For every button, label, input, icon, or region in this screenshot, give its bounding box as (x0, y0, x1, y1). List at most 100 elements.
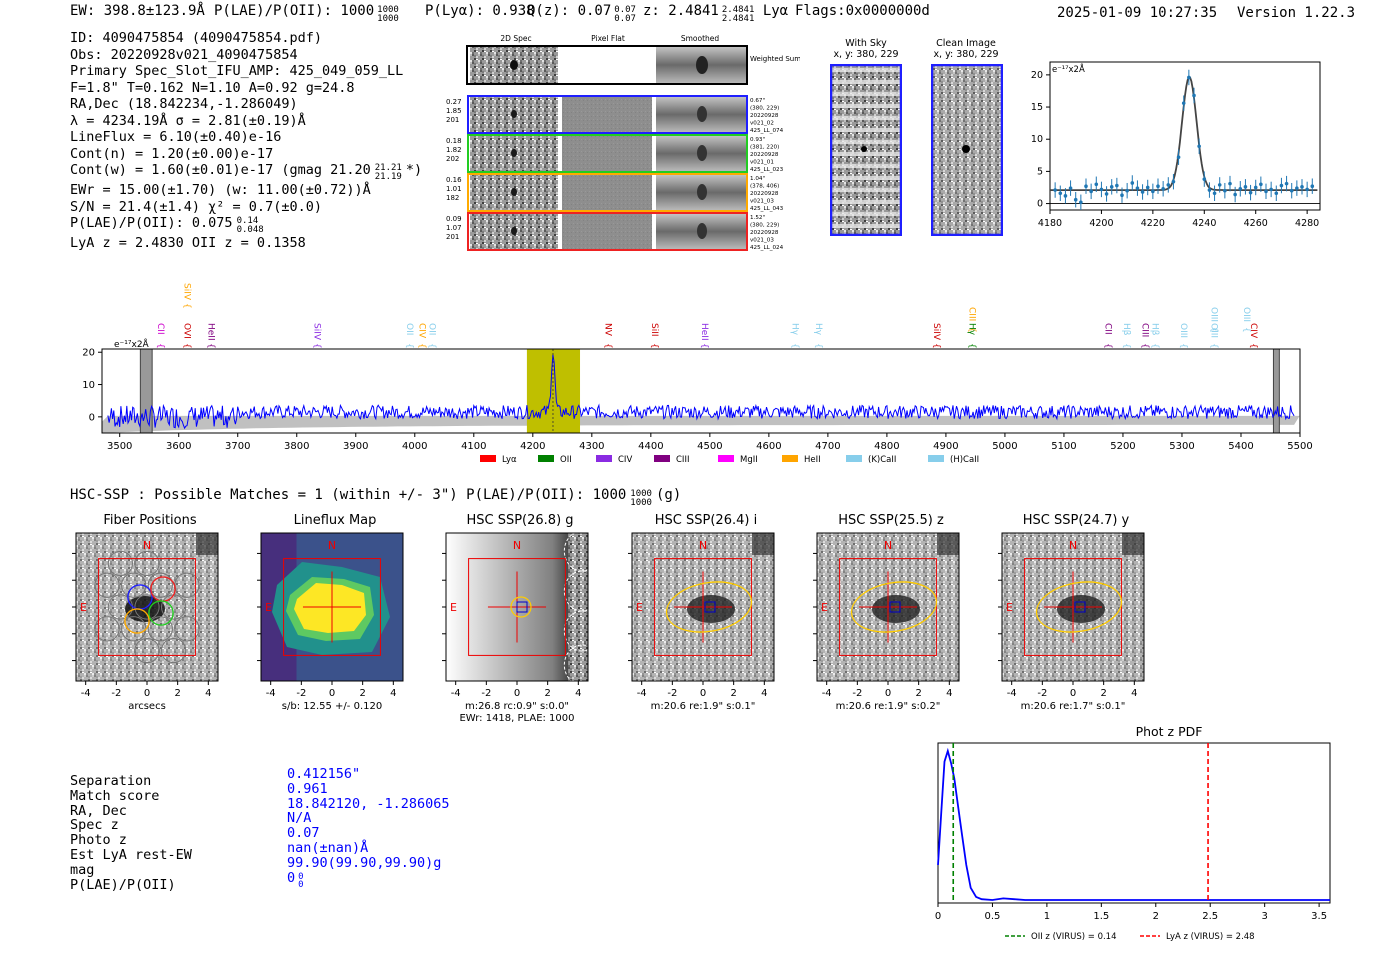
header-plya: P(Lyα): 0.938 (425, 3, 535, 19)
panel-image: NE-4-4-2-2002244arcsecs (72, 532, 219, 712)
spectrum-line-marker-label: OVI (182, 323, 192, 339)
spectrum-legend-swatch (782, 455, 798, 462)
info-line-sn: S/N = 21.4(±1.4) χ² = 0.7(±0.0) (70, 198, 322, 215)
spectrum-ytick-label: 20 (82, 348, 95, 359)
fit-data-point (1269, 187, 1273, 192)
panel-xtick-label: -4 (637, 688, 647, 699)
fit-data-point (1145, 185, 1150, 190)
spectrum-line-marker: CII { (155, 323, 165, 349)
spectrum-line-marker: CIV { (417, 323, 427, 349)
weighted-sum-label: Weighted Sum (750, 55, 800, 63)
pdf-xtick-label: 0.5 (984, 911, 1000, 922)
galaxy-blob (687, 595, 735, 623)
panel-title: HSC SSP(25.5) z (838, 513, 944, 528)
fit-data-point (1109, 185, 1114, 189)
fit-xtick-label: 4200 (1089, 218, 1113, 229)
header-ew: EW: 398.8±123.9Å (70, 3, 205, 19)
fit-data-point (1212, 191, 1217, 196)
panel-title: Lineflux Map (293, 513, 377, 528)
north-label: N (884, 539, 892, 552)
match-label: Est LyA rest-EW (70, 846, 192, 863)
spectrum-line-marker-label: SiIV (931, 323, 941, 341)
panel-image: NE-4-4-2-2002244m:20.6 re:1.9" s:0.2" (813, 532, 960, 712)
fit-ytick-label: 15 (1031, 102, 1043, 113)
panel-caption: m:20.6 re:1.9" s:0.1" (651, 701, 756, 712)
photz-pdf-chart: Phot z PDF 0 0.5 1 1.5 2 2.5 3 3.5 OII z (VIRUS) … (935, 724, 1331, 942)
fit-xtick-label: 4240 (1192, 218, 1216, 229)
cutout-source-blob (511, 188, 517, 196)
spectrum-line-marker-label: Hβ (1121, 323, 1131, 336)
spectrum-line-marker-brace: { (1121, 343, 1131, 349)
spectrum-line-marker: CIV { (1248, 323, 1258, 349)
panel-xtick-label: -2 (667, 688, 677, 699)
fiber-circle (134, 550, 160, 577)
panel-title: HSC SSP(26.8) g (466, 513, 574, 528)
panel-image: NE-4-4-2-2002244s/b: 12.55 +/- 0.120 (257, 532, 404, 712)
match-value: nan(±nan)Å (287, 839, 369, 856)
cutout-row-stat: 0.18 (446, 137, 462, 145)
spectrum-line-marker: OVI { (182, 323, 192, 349)
panel-title: HSC SSP(24.7) y (1022, 513, 1130, 528)
spectrum-line-marker-label: OII (427, 323, 437, 335)
spectrum-line-marker-brace: { (182, 343, 192, 349)
fit-ytick-label: 10 (1031, 134, 1043, 145)
clean-image-title: Clean Image x, y: 380, 229 (933, 38, 999, 60)
fit-axes-frame (1049, 61, 1321, 211)
sky-stripe (830, 104, 902, 108)
spectrum-line-marker: Hγ { (790, 323, 800, 349)
match-value: 99.90(99.90,99.90)g (287, 854, 442, 871)
spectrum-line-marker-label: OIII (1209, 307, 1219, 322)
fiber-circle-orange (124, 608, 150, 634)
cutout-row-stat: 201 (446, 116, 459, 124)
cutout-row-meta: 1.52" (750, 215, 765, 221)
spectrum-line-marker: OIII { (1241, 307, 1251, 333)
cutout-row-meta: v021_02 (750, 121, 774, 127)
spectrum-xtick-label: 4600 (756, 441, 781, 452)
east-label: E (80, 601, 87, 614)
fit-data-point (1274, 191, 1279, 196)
spectrum-line-marker-brace: { (967, 343, 977, 349)
corner-dark (196, 533, 218, 555)
fiber-circle (134, 594, 160, 620)
panel-title: Fiber Positions (103, 513, 197, 528)
source-box (1074, 601, 1086, 613)
panel-xtick-label: 2 (1100, 688, 1106, 699)
spectrum-line-marker-label: CII (155, 323, 165, 335)
spectrum-legend-swatch (480, 455, 496, 462)
fit-data-point (1207, 188, 1212, 192)
panel-caption: s/b: 12.55 +/- 0.120 (282, 701, 382, 712)
panel-title: HSC SSP(26.4) i (654, 513, 758, 528)
info-line-z: LyA z = 2.4830 OII z = 0.1358 (70, 235, 306, 251)
sky-stripe (830, 80, 902, 84)
spectrum-line-marker: HeII { (699, 323, 709, 349)
pdf-axes-frame (937, 742, 1331, 904)
spectrum-legend-swatch (596, 455, 612, 462)
spectrum-legend-swatch (928, 455, 944, 462)
corner-dark (937, 533, 959, 555)
spectrum-line-marker-label: CIII (967, 307, 977, 321)
spectrum-legend-swatch (654, 455, 670, 462)
aperture-box (468, 558, 566, 656)
panel-xtick-label: -2 (296, 688, 306, 699)
north-label: N (699, 539, 707, 552)
sky-stripe (830, 128, 902, 132)
fiber-circle (134, 637, 160, 664)
sky-stripe (830, 212, 902, 216)
fit-gaussian-curve (1050, 75, 1318, 191)
spectrum-line-marker: NV { (602, 323, 612, 349)
east-label: E (821, 601, 828, 614)
fiber-circle (94, 572, 120, 598)
pdf-legend-label: OII z (VIRUS) = 0.14 (1031, 932, 1117, 942)
spectrum-legend-label: (H)CaII (950, 455, 979, 465)
spectrum-legend-label: MgII (740, 455, 758, 465)
pdf-xtick-label: 1.5 (1093, 911, 1109, 922)
spectrum-ytick-label: 10 (82, 380, 95, 391)
pdf-curve (937, 747, 1330, 901)
panel-xtick-label: -2 (852, 688, 862, 699)
panel-xtick-label: -4 (81, 688, 91, 699)
spectrum-xtick-label: 4000 (402, 441, 427, 452)
aperture-box (839, 558, 937, 656)
fit-ytick-label: 0 (1037, 199, 1043, 210)
